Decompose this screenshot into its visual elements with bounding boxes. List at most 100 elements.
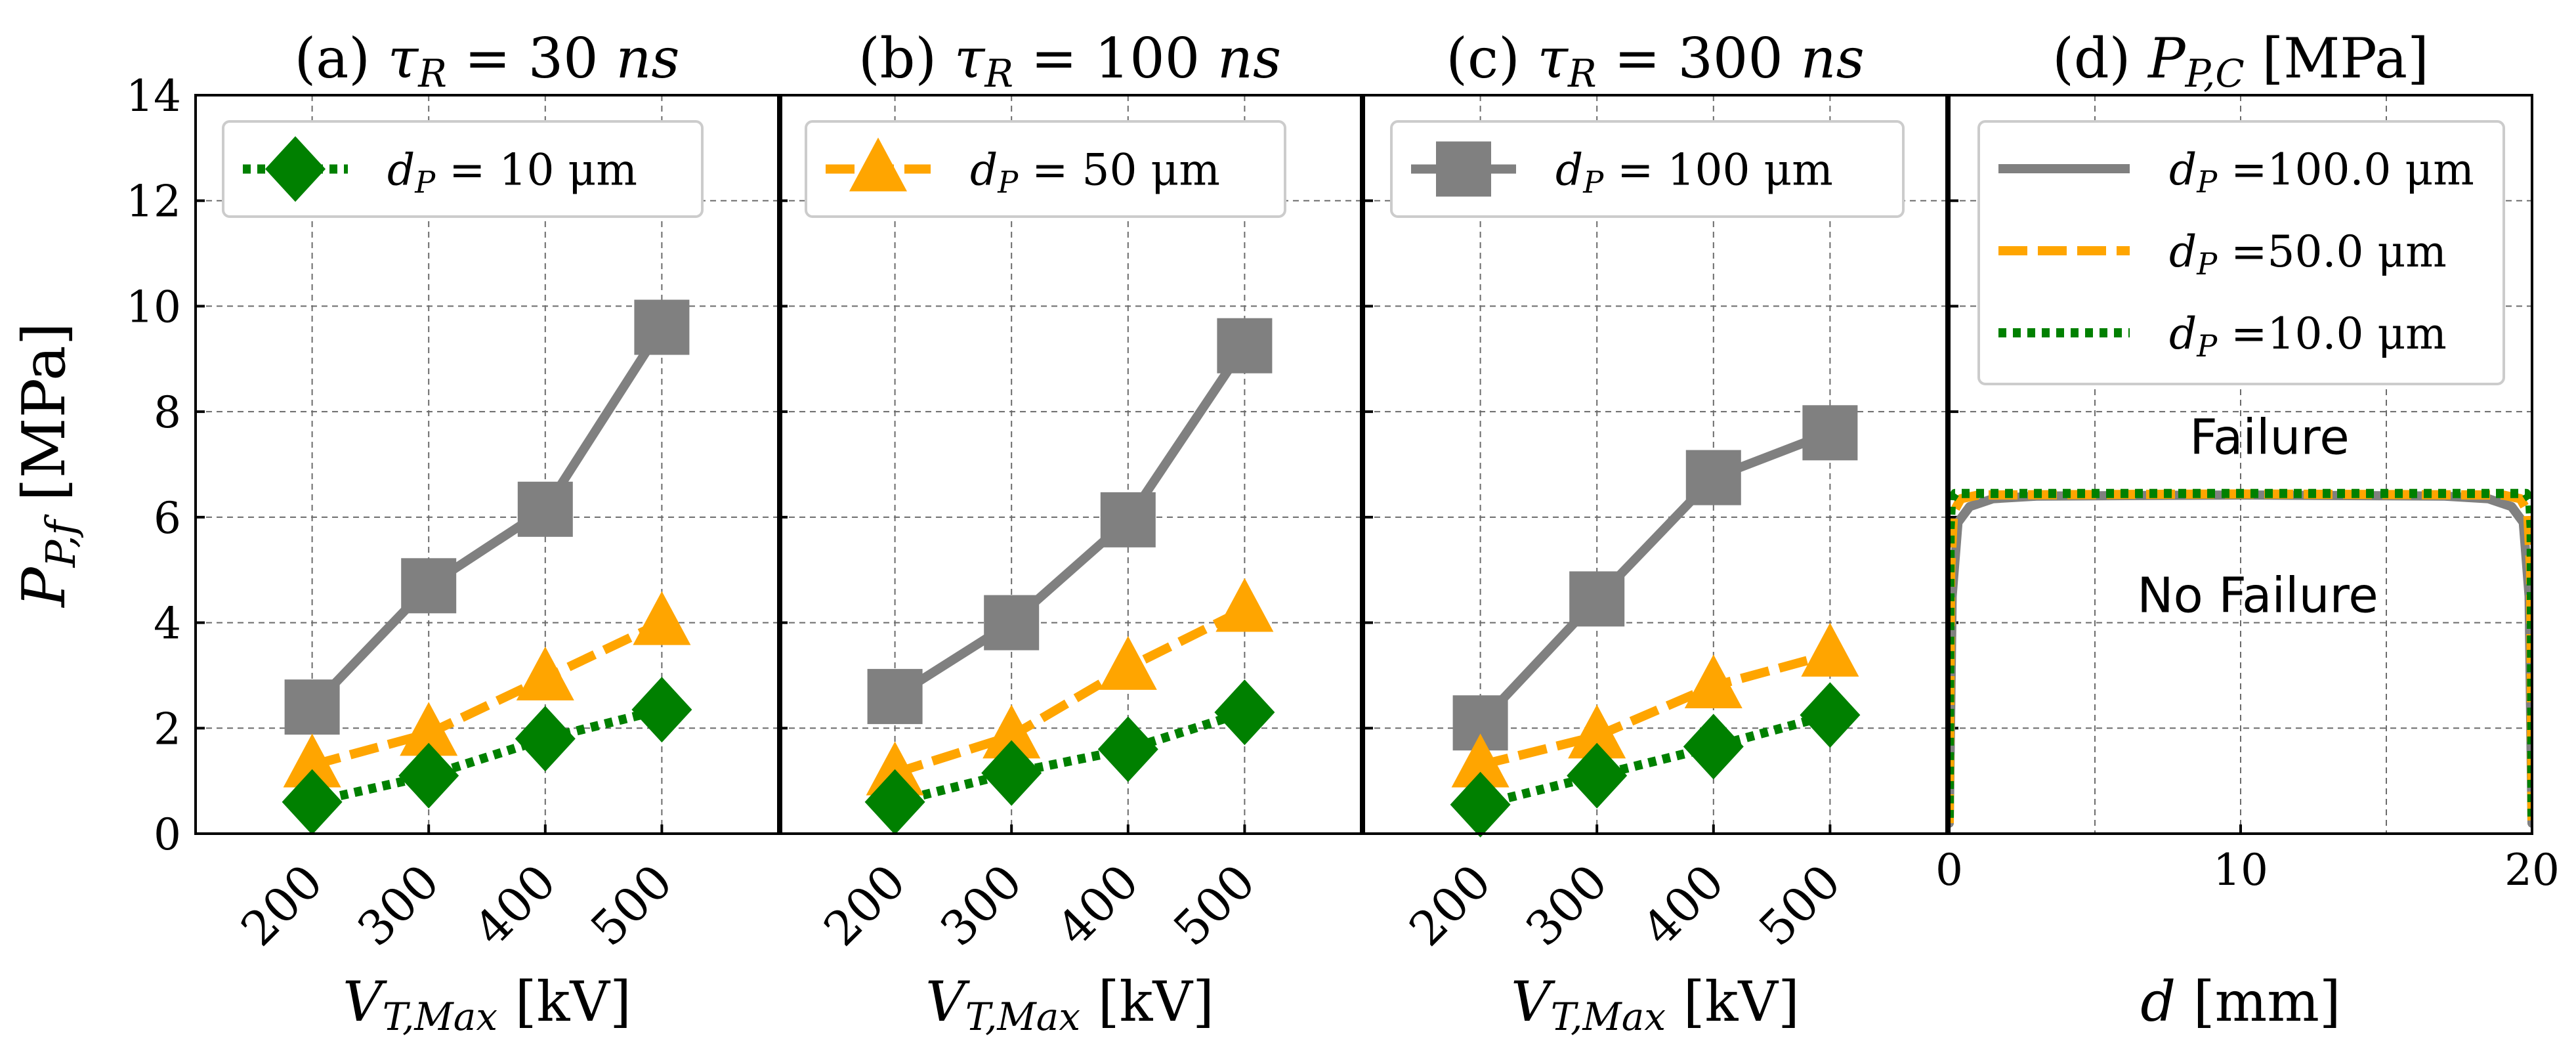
series-line — [893, 708, 1246, 807]
data-point-diamond — [1800, 682, 1861, 748]
data-point-triangle — [516, 646, 574, 700]
data-point-triangle — [283, 733, 341, 788]
data-point-triangle — [866, 741, 924, 796]
markers-group — [864, 318, 1275, 835]
data-point-triangle — [1215, 578, 1274, 632]
legend-swatch-marker — [1436, 141, 1491, 197]
series-line — [1949, 490, 2532, 828]
data-point-square — [1569, 571, 1625, 627]
panel-title: (b) τR = 100 ns(b) τR = 100 ns — [858, 26, 1281, 96]
data-point-diamond — [1683, 714, 1744, 780]
panel-d: 0 10 20 (d) PP,C [MPa](d) PP,C [MPa] d [mm]d… — [1935, 26, 2560, 1034]
x-tick-label: 300 — [1515, 854, 1618, 957]
series-group — [890, 341, 1250, 807]
data-point-square — [1100, 492, 1156, 547]
series-line — [1475, 428, 1835, 728]
panel-c: 200 300 400 500 (c) τR = 300 ns(c) τR = 300 … — [1362, 26, 1948, 1039]
x-tick-label: 20 — [2504, 845, 2560, 895]
x-tick-label: 10 — [2213, 845, 2268, 895]
y-tick-label: 4 — [154, 599, 181, 649]
data-point-diamond — [1214, 679, 1275, 746]
data-point-diamond — [515, 706, 576, 772]
legend-box — [805, 120, 1286, 218]
data-point-diamond — [631, 677, 692, 743]
x-ticks: 200 300 400 500 — [813, 824, 1265, 956]
data-point-diamond — [981, 740, 1042, 806]
data-point-diamond — [1450, 771, 1511, 838]
data-point-triangle — [1099, 635, 1157, 690]
x-tick-label: 300 — [347, 854, 450, 957]
x-axis-label: d [mm]d [mm] — [2140, 970, 2340, 1034]
data-point-triangle — [1568, 704, 1626, 759]
data-point-square — [1802, 405, 1858, 461]
y-label-unit: [MPa] — [10, 322, 79, 520]
data-point-square — [401, 558, 457, 614]
y-tick-label: 12 — [126, 177, 181, 227]
series-line — [1949, 489, 2532, 823]
legend-swatch-marker — [849, 137, 907, 192]
x-tick-label: 400 — [1632, 854, 1735, 957]
annotation-no-failure: No Failure — [2137, 568, 2378, 624]
y-tick-label: 0 — [154, 809, 181, 860]
data-point-triangle — [633, 591, 691, 645]
y-tick-label: 10 — [126, 282, 181, 332]
y-tick-label: 2 — [154, 704, 181, 754]
y-axis-label: PP,f [MPa] — [10, 322, 85, 609]
x-ticks: 200 300 400 500 — [1399, 824, 1851, 956]
data-point-square — [284, 679, 340, 735]
x-tick-label: 400 — [463, 854, 566, 957]
x-axis-label: VT,Max [kV]VT,Max [kV] — [1511, 970, 1800, 1039]
x-ticks: 0 10 20 — [1935, 824, 2560, 895]
data-point-triangle — [1451, 733, 1510, 788]
x-axis-label: VT,Max [kV]VT,Max [kV] — [925, 970, 1214, 1039]
panel-a: 0 2 4 6 8 10 12 14 200 300 400 500 (a) τR = 30 ns(a)… — [126, 26, 780, 1039]
data-point-square — [984, 595, 1040, 651]
x-tick-label: 0 — [1935, 845, 1963, 895]
data-point-triangle — [982, 704, 1041, 759]
panel-title: (a) τR = 30 ns(a) τR = 30 ns — [294, 26, 679, 96]
y-tick-label: 8 — [154, 387, 181, 438]
data-point-square — [634, 299, 690, 355]
legend-swatch-marker — [265, 136, 326, 202]
x-tick-label: 200 — [230, 854, 333, 957]
data-point-diamond — [1097, 716, 1158, 782]
data-point-square — [867, 669, 923, 725]
plot-frame — [777, 94, 1362, 835]
legend-box — [222, 120, 704, 218]
x-tick-label: 200 — [813, 854, 916, 957]
data-point-triangle — [1801, 622, 1859, 677]
series-line — [1479, 650, 1832, 770]
y-tick-label: 14 — [126, 71, 181, 121]
data-point-triangle — [400, 702, 458, 756]
data-point-square — [1217, 318, 1273, 374]
x-tick-label: 200 — [1399, 854, 1502, 957]
data-point-diamond — [864, 769, 925, 835]
annotation-failure: Failure — [2189, 409, 2349, 465]
y-label-main: P — [10, 566, 79, 609]
data-point-diamond — [398, 742, 459, 809]
x-tick-label: 500 — [1163, 854, 1266, 957]
y-label-sub: P,f — [37, 513, 85, 568]
plot-frame — [1948, 94, 2533, 835]
panel-title: (d) PP,C [MPa](d) PP,C [MPa] — [2052, 26, 2429, 96]
series-group — [307, 322, 667, 807]
data-point-triangle — [1684, 654, 1742, 708]
x-tick-label: 500 — [1748, 854, 1851, 957]
y-tick-label: 6 — [154, 493, 181, 544]
series-line — [1479, 710, 1832, 809]
markers-group — [1450, 405, 1861, 838]
series-line — [310, 618, 664, 770]
data-point-square — [517, 481, 573, 537]
legend-box — [1390, 120, 1905, 218]
data-point-diamond — [1567, 742, 1628, 809]
panel-b: 200 300 400 500 (b) τR = 100 ns(b) τR = 100 … — [777, 26, 1362, 1039]
